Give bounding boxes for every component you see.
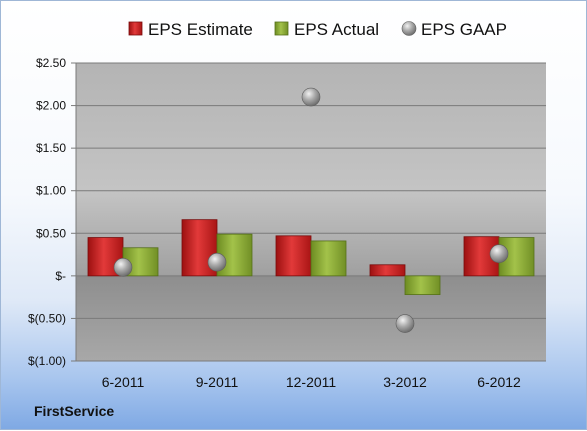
legend-swatch — [401, 21, 417, 36]
y-tick-label: $- — [55, 269, 66, 283]
marker-eps-gaap — [489, 244, 509, 264]
x-tick-label: 6-2012 — [477, 374, 521, 390]
bar-eps-estimate — [87, 237, 124, 277]
x-tick-label: 6-2011 — [102, 374, 145, 390]
legend-label: EPS Actual — [294, 20, 379, 39]
x-tick-label: 3-2012 — [383, 374, 427, 390]
y-tick-label: $0.50 — [36, 226, 66, 240]
y-tick-label: $1.00 — [36, 184, 66, 198]
y-tick-label: $(1.00) — [28, 354, 66, 368]
y-tick-label: $1.50 — [36, 141, 66, 155]
y-tick-label: $2.00 — [36, 99, 66, 113]
x-tick-label: 12-2011 — [286, 374, 337, 390]
legend-swatch — [274, 21, 289, 36]
bar-eps-actual — [404, 275, 441, 295]
legend-label: EPS Estimate — [148, 20, 253, 39]
marker-eps-gaap — [395, 314, 415, 333]
bar-eps-estimate — [275, 235, 312, 277]
marker-eps-gaap — [207, 252, 227, 272]
y-tick-label: $2.50 — [36, 56, 66, 70]
brand-label: FirstService — [34, 403, 115, 419]
legend-swatch — [128, 21, 143, 36]
x-tick-label: 9-2011 — [196, 374, 239, 390]
y-tick-label: $(0.50) — [28, 311, 66, 325]
legend-label: EPS GAAP — [421, 20, 507, 39]
marker-eps-gaap — [113, 258, 133, 277]
marker-eps-gaap — [301, 87, 321, 107]
bar-eps-estimate — [369, 264, 406, 277]
bar-eps-actual — [310, 240, 347, 277]
